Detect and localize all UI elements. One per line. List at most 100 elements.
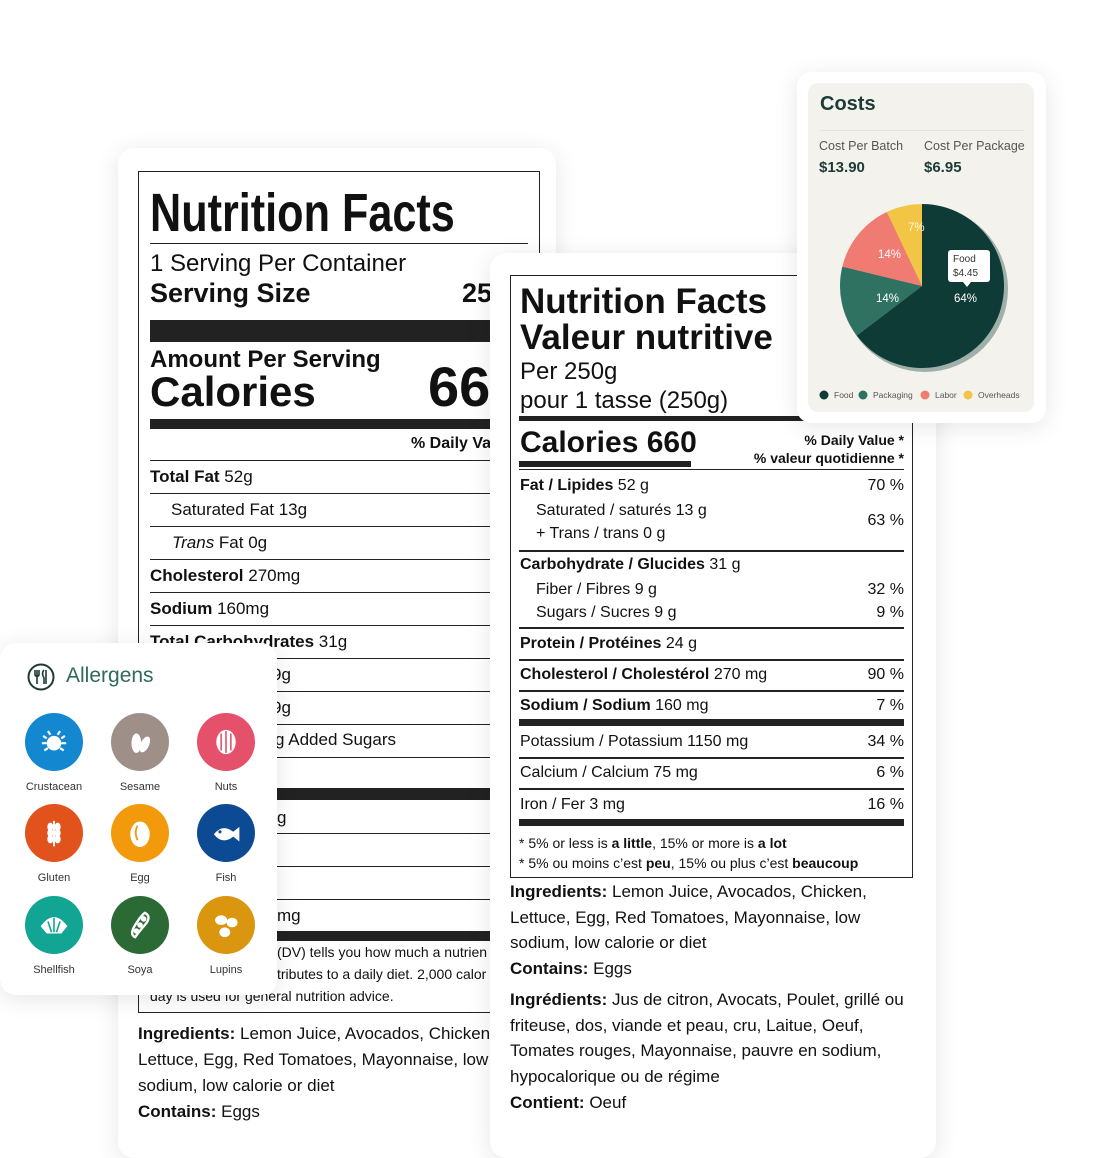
pie-slice-overheads[interactable] — [886, 204, 922, 286]
pie-label: 14% — [878, 249, 901, 261]
row-total-fat: Total Fat 52g — [150, 467, 253, 486]
nutrition-label-box-ca — [510, 275, 913, 878]
pie-label: 7% — [908, 222, 925, 234]
tooltip-value: $4.45 — [953, 268, 978, 279]
legend-swatch — [963, 390, 973, 400]
allergen-label: Shellfish — [33, 964, 75, 976]
row-protein: Protein / Protéines 24 g — [520, 635, 697, 652]
allergens-title: Allergens — [66, 664, 154, 687]
row-fiber: Fiber / Fibres 9 g — [536, 581, 657, 598]
daily-value-header: % Daily Va — [411, 435, 492, 452]
allergen-sesame: Sesame — [100, 713, 180, 793]
pct-fiber: 32 % — [867, 581, 904, 598]
row-fragment: g Added Sugars — [275, 730, 396, 749]
title-fr: Valeur nutritive — [520, 318, 773, 357]
dv-header-fr: % valeur quotidienne * — [753, 450, 904, 466]
allergen-fish: Fish — [186, 804, 266, 884]
footnote-en: * 5% or less is a little, 15% or more is… — [519, 835, 787, 851]
legend-swatch — [819, 390, 829, 400]
costs-title: Costs — [820, 93, 876, 115]
row-fragment: g — [277, 808, 287, 827]
cost-per-batch-value: $13.90 — [819, 159, 865, 176]
serving-size-label: Serving Size — [150, 278, 311, 308]
allergen-label: Gluten — [37, 872, 71, 884]
ingredients-us: Ingredients: Lemon Juice, Avocados, Chic… — [138, 1024, 495, 1121]
row-cholesterol: Cholesterol 270mg — [150, 566, 301, 585]
allergen-crustacean: Crustacean — [14, 713, 94, 793]
pie-slice-packaging[interactable] — [840, 266, 922, 336]
row-saturated-fat: Saturated Fat 13g — [171, 500, 308, 519]
row-carbohydrate: Carbohydrate / Glucides 31 g — [520, 556, 741, 573]
pct-sugars: 9 % — [876, 604, 904, 621]
crab-icon — [25, 713, 83, 771]
pie-slice-labor[interactable] — [842, 211, 922, 286]
fish-icon — [197, 804, 255, 862]
pie-slice-food[interactable] — [856, 204, 1004, 368]
title-en: Nutrition Facts — [520, 282, 767, 321]
allergen-egg: Egg — [100, 804, 180, 884]
pct-calcium: 6 % — [876, 764, 904, 781]
allergen-label: Nuts — [214, 781, 238, 793]
footnote-line: (DV) tells you how much a nutrien — [277, 944, 488, 960]
row-calcium: Calcium / Calcium 75 mg — [520, 764, 698, 781]
row-potassium: Potassium / Potassium 1150 mg — [520, 733, 749, 750]
servings-per-container: 1 Serving Per Container — [150, 250, 407, 277]
legend-label-overheads: Overheads — [978, 390, 1020, 400]
row-trans: + Trans / trans 0 g — [536, 525, 666, 542]
pie-label: 14% — [876, 293, 899, 305]
label-title: Nutrition Facts — [150, 183, 455, 243]
wheat-icon — [25, 804, 83, 862]
pct-potassium: 34 % — [867, 733, 904, 750]
ingredients-ca: Ingredients: Lemon Juice, Avocados, Chic… — [510, 882, 904, 1112]
row-fragment: mg — [277, 906, 301, 925]
amount-per-serving: Amount Per Serving — [150, 346, 381, 373]
costs-pie-chart: 64% 14% 14% 7% Food $4.45 Food Packaging Labor Ov… — [819, 204, 1020, 400]
pie-tooltip — [948, 250, 990, 282]
legend-swatch — [920, 390, 930, 400]
footnote-fr: * 5% ou moins c’est peu, 15% ou plus c’e… — [519, 855, 859, 871]
row-cholesterol: Cholesterol / Cholestérol 270 mg — [520, 666, 768, 683]
pct-sat-trans: 63 % — [867, 512, 904, 529]
per-serving-fr: pour 1 tasse (250g) — [520, 387, 729, 414]
allergen-label: Sesame — [119, 781, 161, 793]
serving-size-value: 25 — [462, 278, 493, 308]
row-sodium: Sodium / Sodium 160 mg — [520, 697, 709, 714]
sesame-seed-icon — [111, 713, 169, 771]
row-trans-fat: Trans Fat 0g — [172, 533, 268, 552]
pct-iron: 16 % — [867, 796, 904, 813]
per-serving: Per 250g — [520, 358, 618, 385]
dv-header-en: % Daily Value * — [804, 432, 904, 448]
allergen-soya: Soya — [100, 896, 180, 976]
cost-per-package-value: $6.95 — [924, 159, 962, 176]
legend-label-packaging: Packaging — [873, 390, 913, 400]
calories-value: 66 — [428, 355, 491, 418]
row-sugars: Sugars / Sucres 9 g — [536, 604, 677, 621]
calories-label: Calories — [150, 368, 316, 415]
allergen-label: Fish — [215, 872, 237, 884]
allergen-label: Soya — [127, 964, 153, 976]
row-iron: Iron / Fer 3 mg — [520, 796, 625, 813]
nut-icon — [197, 713, 255, 771]
row-sodium: Sodium 160mg — [150, 599, 270, 618]
allergen-label: Crustacean — [25, 781, 83, 793]
legend-label-labor: Labor — [935, 390, 957, 400]
pct-sodium: 7 % — [876, 697, 904, 714]
pct-fat: 70 % — [867, 477, 904, 494]
calories: Calories 660 — [520, 426, 697, 459]
egg-icon — [111, 804, 169, 862]
shell-icon — [25, 896, 83, 954]
row-fat: Fat / Lipides 52 g — [520, 477, 649, 494]
cost-per-batch-label: Cost Per Batch — [819, 139, 904, 153]
pie-label: 64% — [954, 293, 977, 305]
tooltip-title: Food — [953, 254, 976, 265]
allergen-lupins: Lupins — [186, 896, 266, 976]
lupin-icon — [197, 896, 255, 954]
pct-cholesterol: 90 % — [867, 666, 904, 683]
footnote-line: tributes to a daily diet. 2,000 calor — [277, 966, 487, 982]
allergen-nuts: Nuts — [186, 713, 266, 793]
soy-bean-icon — [111, 896, 169, 954]
allergen-shellfish: Shellfish — [14, 896, 94, 976]
legend-label-food: Food — [834, 390, 854, 400]
allergen-label: Egg — [130, 872, 150, 884]
cost-per-package-label: Cost Per Package — [924, 139, 1025, 153]
